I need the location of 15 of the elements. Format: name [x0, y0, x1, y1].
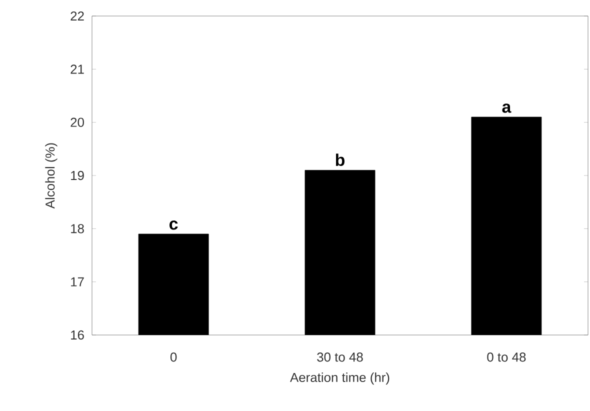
- x-tick-label: 0: [170, 352, 177, 362]
- x-tick-label: 30 to 48: [317, 352, 363, 362]
- y-tick-label: 20: [70, 118, 84, 127]
- y-axis-title: Alcohol (%): [45, 143, 58, 209]
- y-tick-label: 17: [71, 277, 84, 286]
- annotation: c: [170, 220, 178, 230]
- y-tick-label: 19: [71, 170, 84, 180]
- y-tick-label: 21: [70, 64, 84, 74]
- y-tick-label: 22: [70, 11, 84, 21]
- x-tick-label: 0 to 48: [487, 352, 526, 362]
- annotation: a: [502, 104, 512, 113]
- x-axis-title: Aeration time (hr): [290, 372, 390, 385]
- y-tick-label: 18: [71, 224, 84, 234]
- y-tick-label: 16: [71, 330, 84, 340]
- annotation: b: [336, 154, 344, 166]
